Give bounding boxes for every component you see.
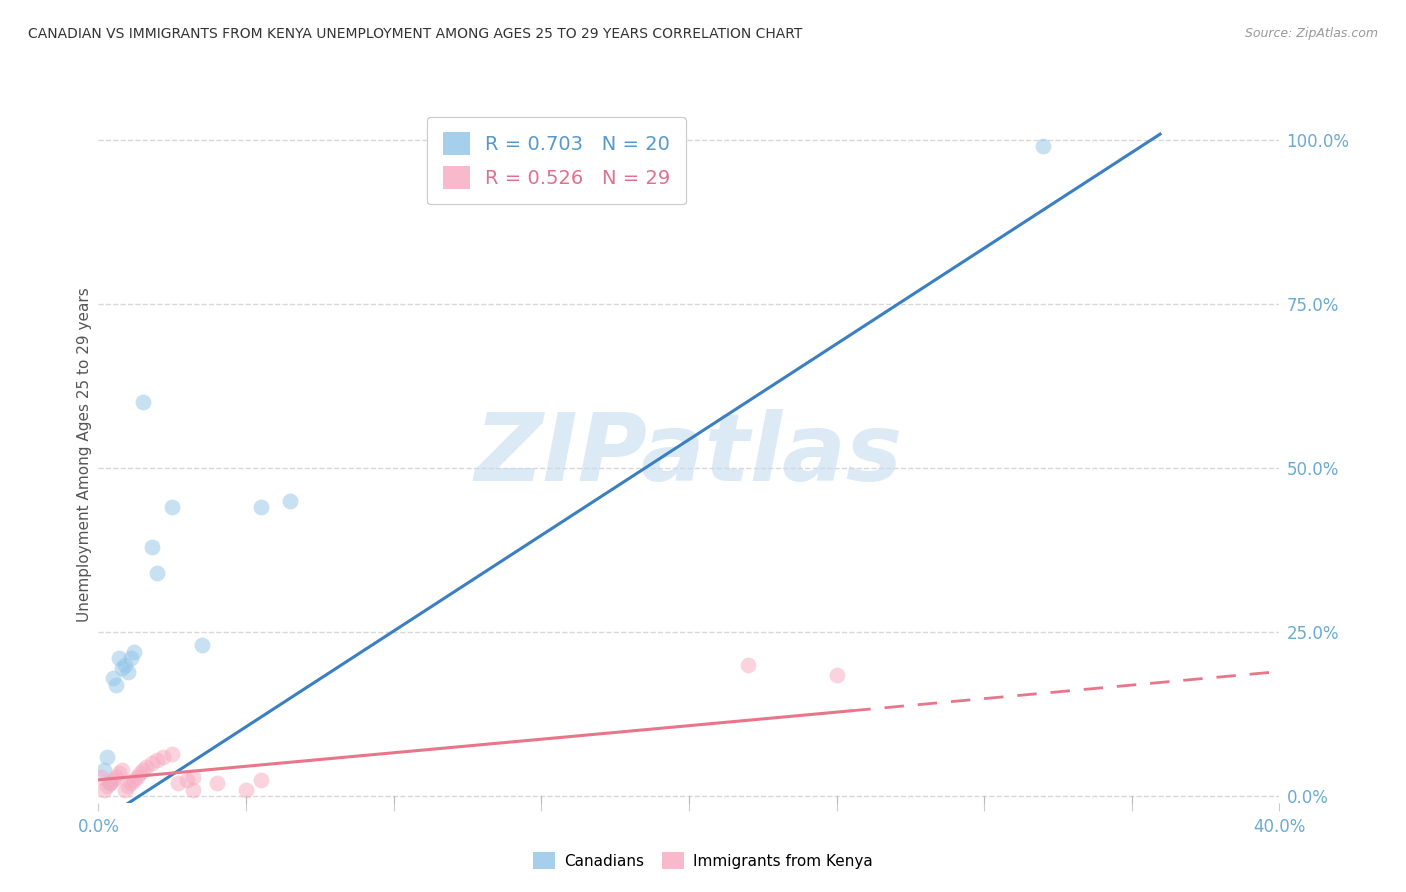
Point [122,772,145,787]
Point [93,782,115,797]
Point [141,756,163,771]
Point [114,782,136,797]
Point [117,665,139,679]
Point [181,770,204,784]
Point [105,770,128,784]
Point [132,395,155,409]
Point [96,780,118,794]
Point [108,766,131,780]
Point [250,500,273,515]
Point [737,657,759,672]
Point [111,763,134,777]
Point [152,749,174,764]
Point [278,494,302,508]
Text: Source: ZipAtlas.com: Source: ZipAtlas.com [1244,27,1378,40]
Point [105,678,128,692]
Point [162,747,183,761]
Point [128,766,150,780]
Point [120,776,142,790]
Point [98,776,121,790]
Point [90,770,112,784]
Text: ZIPatlas: ZIPatlas [475,409,903,501]
Point [1032,139,1054,153]
Point [250,772,273,787]
Point [135,760,157,774]
Point [117,780,139,794]
Point [93,763,115,777]
Point [132,763,155,777]
Point [235,782,257,797]
Y-axis label: Unemployment Among Ages 25 to 29 years: Unemployment Among Ages 25 to 29 years [77,287,91,623]
Legend: R = 0.703   N = 20, R = 0.526   N = 29: R = 0.703 N = 20, R = 0.526 N = 29 [427,117,686,204]
Point [146,566,169,580]
Point [167,776,190,790]
Point [191,638,214,652]
Point [122,645,145,659]
Point [108,651,131,665]
Point [162,500,183,515]
Point [120,651,142,665]
Point [141,540,163,554]
Point [205,776,228,790]
Point [825,668,848,682]
Point [103,772,125,787]
Point [96,749,118,764]
Point [98,776,121,790]
Point [471,143,494,157]
Point [111,661,134,675]
Point [114,657,136,672]
Point [181,782,204,797]
Point [146,753,169,767]
Point [125,770,148,784]
Legend: Canadians, Immigrants from Kenya: Canadians, Immigrants from Kenya [527,846,879,875]
Point [103,671,125,685]
Point [176,772,198,787]
Text: CANADIAN VS IMMIGRANTS FROM KENYA UNEMPLOYMENT AMONG AGES 25 TO 29 YEARS CORRELA: CANADIAN VS IMMIGRANTS FROM KENYA UNEMPL… [28,27,803,41]
